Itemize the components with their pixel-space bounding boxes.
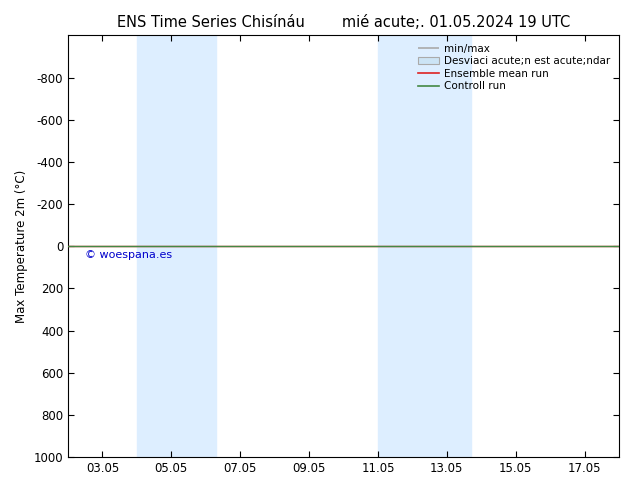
- Title: ENS Time Series Chisínáu        mié acute;. 01.05.2024 19 UTC: ENS Time Series Chisínáu mié acute;. 01.…: [117, 15, 570, 30]
- Y-axis label: Max Temperature 2m (°C): Max Temperature 2m (°C): [15, 170, 28, 323]
- Bar: [137, 35, 216, 457]
- Legend: min/max, Desviaci acute;n est acute;ndar, Ensemble mean run, Controll run: min/max, Desviaci acute;n est acute;ndar…: [415, 41, 614, 95]
- Bar: [378, 35, 471, 457]
- Text: © woespana.es: © woespana.es: [84, 250, 172, 260]
